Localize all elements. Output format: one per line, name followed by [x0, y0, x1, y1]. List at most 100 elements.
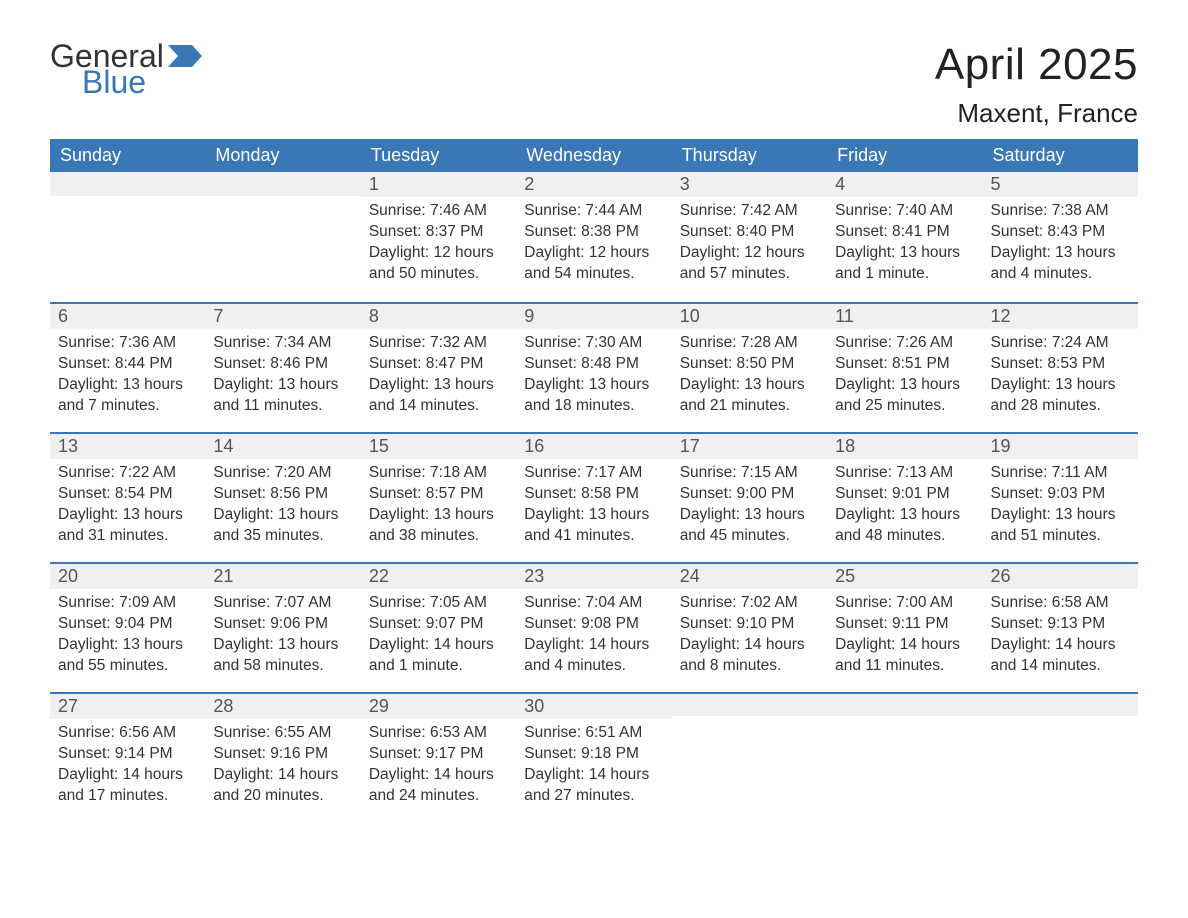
day-details: Sunrise: 7:46 AMSunset: 8:37 PMDaylight:…: [361, 197, 516, 293]
sunset-line: Sunset: 8:54 PM: [58, 484, 197, 505]
day-details: Sunrise: 7:07 AMSunset: 9:06 PMDaylight:…: [205, 589, 360, 685]
sunset-line: Sunset: 8:40 PM: [680, 222, 819, 243]
day-details: Sunrise: 7:15 AMSunset: 9:00 PMDaylight:…: [672, 459, 827, 555]
calendar-day-cell: 5Sunrise: 7:38 AMSunset: 8:43 PMDaylight…: [983, 172, 1138, 302]
calendar-empty-cell: [205, 172, 360, 302]
calendar-day-cell: 24Sunrise: 7:02 AMSunset: 9:10 PMDayligh…: [672, 562, 827, 692]
daylight-line: Daylight: 14 hours and 27 minutes.: [524, 765, 663, 807]
calendar-day-cell: 21Sunrise: 7:07 AMSunset: 9:06 PMDayligh…: [205, 562, 360, 692]
sunrise-line: Sunrise: 7:07 AM: [213, 593, 352, 614]
calendar-day-cell: 23Sunrise: 7:04 AMSunset: 9:08 PMDayligh…: [516, 562, 671, 692]
daylight-line: Daylight: 13 hours and 35 minutes.: [213, 505, 352, 547]
calendar-week-row: 1Sunrise: 7:46 AMSunset: 8:37 PMDaylight…: [50, 172, 1138, 302]
day-number: 6: [50, 302, 205, 329]
day-number: 11: [827, 302, 982, 329]
daylight-line: Daylight: 13 hours and 25 minutes.: [835, 375, 974, 417]
day-details: Sunrise: 7:17 AMSunset: 8:58 PMDaylight:…: [516, 459, 671, 555]
sunrise-line: Sunrise: 7:17 AM: [524, 463, 663, 484]
day-number: 16: [516, 432, 671, 459]
day-number: 25: [827, 562, 982, 589]
calendar-week-row: 20Sunrise: 7:09 AMSunset: 9:04 PMDayligh…: [50, 562, 1138, 692]
sunset-line: Sunset: 9:14 PM: [58, 744, 197, 765]
daylight-line: Daylight: 12 hours and 57 minutes.: [680, 243, 819, 285]
sunset-line: Sunset: 8:57 PM: [369, 484, 508, 505]
day-number: 9: [516, 302, 671, 329]
calendar-empty-cell: [672, 692, 827, 822]
day-number: 18: [827, 432, 982, 459]
empty-day-bar: [827, 692, 982, 716]
day-number: 19: [983, 432, 1138, 459]
daylight-line: Daylight: 13 hours and 45 minutes.: [680, 505, 819, 547]
calendar-day-cell: 16Sunrise: 7:17 AMSunset: 8:58 PMDayligh…: [516, 432, 671, 562]
sunset-line: Sunset: 9:13 PM: [991, 614, 1130, 635]
daylight-line: Daylight: 14 hours and 24 minutes.: [369, 765, 508, 807]
day-details: Sunrise: 6:55 AMSunset: 9:16 PMDaylight:…: [205, 719, 360, 815]
sunrise-line: Sunrise: 6:58 AM: [991, 593, 1130, 614]
calendar-day-cell: 29Sunrise: 6:53 AMSunset: 9:17 PMDayligh…: [361, 692, 516, 822]
day-details: Sunrise: 6:58 AMSunset: 9:13 PMDaylight:…: [983, 589, 1138, 685]
sunset-line: Sunset: 9:06 PM: [213, 614, 352, 635]
daylight-line: Daylight: 14 hours and 20 minutes.: [213, 765, 352, 807]
sunrise-line: Sunrise: 7:05 AM: [369, 593, 508, 614]
sunset-line: Sunset: 9:08 PM: [524, 614, 663, 635]
day-number: 23: [516, 562, 671, 589]
sunrise-line: Sunrise: 6:51 AM: [524, 723, 663, 744]
calendar-day-cell: 19Sunrise: 7:11 AMSunset: 9:03 PMDayligh…: [983, 432, 1138, 562]
day-details: Sunrise: 7:13 AMSunset: 9:01 PMDaylight:…: [827, 459, 982, 555]
day-details: Sunrise: 7:04 AMSunset: 9:08 PMDaylight:…: [516, 589, 671, 685]
daylight-line: Daylight: 13 hours and 41 minutes.: [524, 505, 663, 547]
sunrise-line: Sunrise: 7:00 AM: [835, 593, 974, 614]
day-details: Sunrise: 7:28 AMSunset: 8:50 PMDaylight:…: [672, 329, 827, 425]
sunrise-line: Sunrise: 7:26 AM: [835, 333, 974, 354]
day-number: 8: [361, 302, 516, 329]
sunrise-line: Sunrise: 7:15 AM: [680, 463, 819, 484]
calendar-day-cell: 4Sunrise: 7:40 AMSunset: 8:41 PMDaylight…: [827, 172, 982, 302]
day-details: Sunrise: 7:05 AMSunset: 9:07 PMDaylight:…: [361, 589, 516, 685]
calendar-day-cell: 13Sunrise: 7:22 AMSunset: 8:54 PMDayligh…: [50, 432, 205, 562]
sunrise-line: Sunrise: 7:18 AM: [369, 463, 508, 484]
sunset-line: Sunset: 8:38 PM: [524, 222, 663, 243]
weekday-header-row: Sunday Monday Tuesday Wednesday Thursday…: [50, 139, 1138, 172]
sunset-line: Sunset: 8:37 PM: [369, 222, 508, 243]
weekday-header: Saturday: [983, 139, 1138, 172]
daylight-line: Daylight: 13 hours and 48 minutes.: [835, 505, 974, 547]
sunset-line: Sunset: 8:56 PM: [213, 484, 352, 505]
calendar-day-cell: 1Sunrise: 7:46 AMSunset: 8:37 PMDaylight…: [361, 172, 516, 302]
daylight-line: Daylight: 13 hours and 14 minutes.: [369, 375, 508, 417]
day-details: Sunrise: 7:00 AMSunset: 9:11 PMDaylight:…: [827, 589, 982, 685]
sunrise-line: Sunrise: 7:44 AM: [524, 201, 663, 222]
calendar-day-cell: 18Sunrise: 7:13 AMSunset: 9:01 PMDayligh…: [827, 432, 982, 562]
daylight-line: Daylight: 12 hours and 54 minutes.: [524, 243, 663, 285]
day-details: Sunrise: 7:22 AMSunset: 8:54 PMDaylight:…: [50, 459, 205, 555]
month-title: April 2025: [935, 40, 1138, 90]
sunrise-line: Sunrise: 7:09 AM: [58, 593, 197, 614]
day-details: Sunrise: 7:24 AMSunset: 8:53 PMDaylight:…: [983, 329, 1138, 425]
sunrise-line: Sunrise: 7:02 AM: [680, 593, 819, 614]
sunrise-line: Sunrise: 7:42 AM: [680, 201, 819, 222]
daylight-line: Daylight: 13 hours and 18 minutes.: [524, 375, 663, 417]
empty-day-bar: [983, 692, 1138, 716]
sunrise-line: Sunrise: 7:38 AM: [991, 201, 1130, 222]
sunrise-line: Sunrise: 6:55 AM: [213, 723, 352, 744]
day-number: 17: [672, 432, 827, 459]
sunset-line: Sunset: 9:18 PM: [524, 744, 663, 765]
day-details: Sunrise: 6:56 AMSunset: 9:14 PMDaylight:…: [50, 719, 205, 815]
calendar-day-cell: 3 Sunrise: 7:42 AMSunset: 8:40 PMDaylight…: [672, 172, 827, 302]
calendar-day-cell: 20Sunrise: 7:09 AMSunset: 9:04 PMDayligh…: [50, 562, 205, 692]
day-details: Sunrise: 7:20 AMSunset: 8:56 PMDaylight:…: [205, 459, 360, 555]
sunset-line: Sunset: 9:11 PM: [835, 614, 974, 635]
day-number: 21: [205, 562, 360, 589]
day-number: 15: [361, 432, 516, 459]
sunrise-line: Sunrise: 7:28 AM: [680, 333, 819, 354]
day-details: Sunrise: 7:09 AMSunset: 9:04 PMDaylight:…: [50, 589, 205, 685]
calendar-week-row: 27Sunrise: 6:56 AMSunset: 9:14 PMDayligh…: [50, 692, 1138, 822]
calendar-week-row: 13Sunrise: 7:22 AMSunset: 8:54 PMDayligh…: [50, 432, 1138, 562]
calendar-empty-cell: [50, 172, 205, 302]
sunset-line: Sunset: 8:53 PM: [991, 354, 1130, 375]
day-number: 3: [672, 172, 827, 197]
calendar-day-cell: 2Sunrise: 7:44 AMSunset: 8:38 PMDaylight…: [516, 172, 671, 302]
sunrise-line: Sunrise: 7:04 AM: [524, 593, 663, 614]
day-details: Sunrise: 7:36 AMSunset: 8:44 PMDaylight:…: [50, 329, 205, 425]
sunset-line: Sunset: 8:44 PM: [58, 354, 197, 375]
sunset-line: Sunset: 9:07 PM: [369, 614, 508, 635]
